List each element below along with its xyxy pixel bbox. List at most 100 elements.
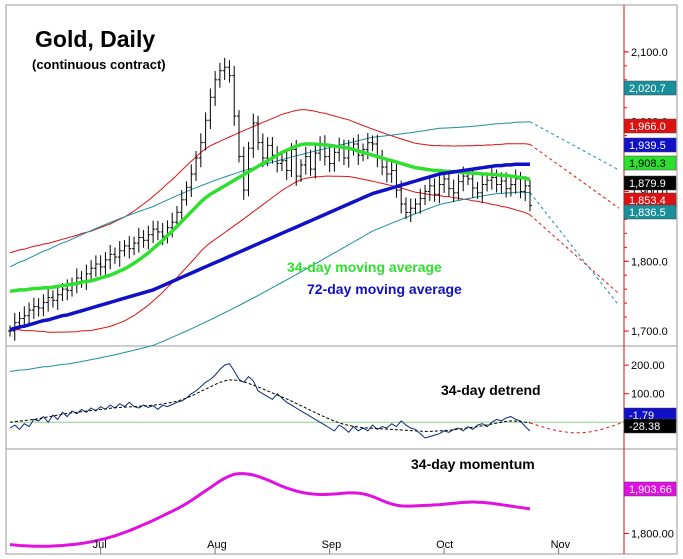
- price-tag: 1,879.9: [623, 175, 677, 191]
- momentum-tag-label: 1,903.66: [629, 484, 672, 496]
- ohlc-bar: [236, 110, 241, 163]
- ohlc-bar: [246, 141, 251, 197]
- price-tag-label: 1,908.3: [629, 158, 666, 170]
- ohlc-bar: [46, 288, 51, 312]
- detrend-tag-label: -28.38: [629, 421, 660, 433]
- ohlc-bar: [222, 57, 227, 81]
- ohlc-bar: [480, 174, 485, 203]
- price-tag-label: 1,939.5: [629, 140, 666, 152]
- price-tag-label: 1,879.9: [629, 178, 666, 190]
- ohlc-bar: [528, 180, 532, 212]
- ohlc-bar: [41, 294, 46, 317]
- ohlc-bar: [27, 302, 32, 324]
- detrend-average-line: [9, 379, 531, 432]
- ohlc-bar: [141, 230, 146, 248]
- ohlc-bar: [313, 143, 318, 179]
- ohlc-bar: [108, 244, 113, 270]
- ohlc-bar: [117, 241, 122, 267]
- chart-frame: [5, 4, 678, 555]
- momentum-tag: 1,903.66: [623, 481, 677, 497]
- price-tag: 1,939.5: [623, 137, 677, 153]
- momentum-tick-label: 1,800.00: [631, 528, 674, 540]
- ohlc-bar: [36, 298, 41, 317]
- price-bands: [9, 109, 531, 372]
- ohlc-bar: [408, 198, 413, 223]
- ohlc-bar: [93, 255, 98, 277]
- x-tick-label: Sep: [322, 539, 342, 551]
- ohlc-bar: [136, 227, 141, 253]
- ohlc-bar: [65, 279, 70, 301]
- ohlc-bar: [50, 290, 55, 308]
- teal-upper-projection: [529, 121, 620, 171]
- price-tag-label: 1,853.4: [629, 195, 666, 207]
- detrend-label: 34-day detrend: [441, 382, 541, 398]
- band-projections: [529, 121, 620, 306]
- price-tick-label: 1,800.0: [631, 256, 668, 268]
- price-tick-label: 1,700.0: [631, 326, 668, 338]
- ohlc-bar: [303, 146, 308, 175]
- red-upper-projection: [529, 143, 620, 209]
- ohlc-bar: [413, 198, 418, 214]
- ohlc-bar: [31, 297, 36, 320]
- ohlc-bar: [208, 88, 213, 130]
- detrend-projection: [529, 421, 625, 434]
- ohlc-bar: [251, 113, 256, 158]
- price-bars: [8, 57, 532, 341]
- ohlc-bar: [475, 181, 480, 199]
- ohlc-bar: [418, 188, 423, 214]
- detrend-panel: [9, 363, 625, 439]
- ohlc-bar: [232, 65, 237, 126]
- ohlc-bar: [403, 197, 408, 220]
- price-tag-label: 2,020.7: [629, 83, 666, 95]
- ohlc-bar: [112, 247, 117, 264]
- ohlc-bar: [370, 135, 375, 152]
- momentum-line: [9, 472, 531, 548]
- ohlc-bar: [513, 169, 518, 194]
- ohlc-bar: [394, 162, 399, 198]
- ohlc-bar: [194, 151, 199, 181]
- ohlc-bar: [184, 181, 189, 206]
- ohlc-bar: [213, 71, 218, 106]
- ohlc-bar: [451, 179, 456, 203]
- ohlc-bar: [122, 240, 127, 257]
- ohlc-bar: [432, 178, 437, 202]
- ohlc-bar: [299, 159, 304, 182]
- ohlc-bar: [132, 236, 137, 256]
- ohlc-bar: [279, 153, 284, 172]
- ohlc-bar: [217, 62, 222, 88]
- price-tag-label: 1,966.0: [629, 121, 666, 133]
- ohlc-bar: [427, 176, 432, 201]
- teal-band-lower: [9, 191, 531, 372]
- detrend-tick-label: 100.00: [631, 389, 665, 401]
- ohlc-bar: [146, 225, 151, 250]
- ohlc-bar: [384, 158, 389, 183]
- ohlc-bar: [155, 220, 160, 241]
- panel-separators: [6, 5, 677, 554]
- price-tag: 1,908.3: [623, 155, 677, 171]
- red-band-lower: [9, 175, 531, 333]
- ohlc-bar: [437, 175, 442, 204]
- ohlc-bar: [284, 151, 289, 181]
- price-tag: 1,836.5: [623, 204, 677, 220]
- price-tag-label: 1,836.5: [629, 207, 666, 219]
- ohlc-bar: [151, 220, 156, 244]
- last-value-tags: 2,020.7 1,966.0 1,939.5 1,908.3 1,879.9 1,853…: [623, 80, 677, 497]
- ohlc-bar: [227, 60, 232, 83]
- ohlc-bar: [327, 147, 332, 173]
- ohlc-bar: [127, 236, 132, 259]
- momentum-panel: [9, 472, 531, 548]
- ma34-label: 34-day moving average: [287, 259, 442, 275]
- ohlc-bar: [55, 285, 60, 310]
- ohlc-bar: [508, 176, 513, 197]
- ohlc-bar: [523, 176, 528, 202]
- ohlc-bar: [485, 173, 490, 192]
- x-tick-label: Aug: [207, 539, 227, 551]
- ma34-line: [9, 142, 531, 294]
- ohlc-bar: [446, 170, 451, 197]
- ohlc-bar: [423, 184, 428, 206]
- red-lower-projection: [529, 214, 620, 295]
- ohlc-bar: [332, 144, 337, 172]
- ohlc-bar: [89, 260, 94, 282]
- price-tag: 2,020.7: [623, 80, 677, 96]
